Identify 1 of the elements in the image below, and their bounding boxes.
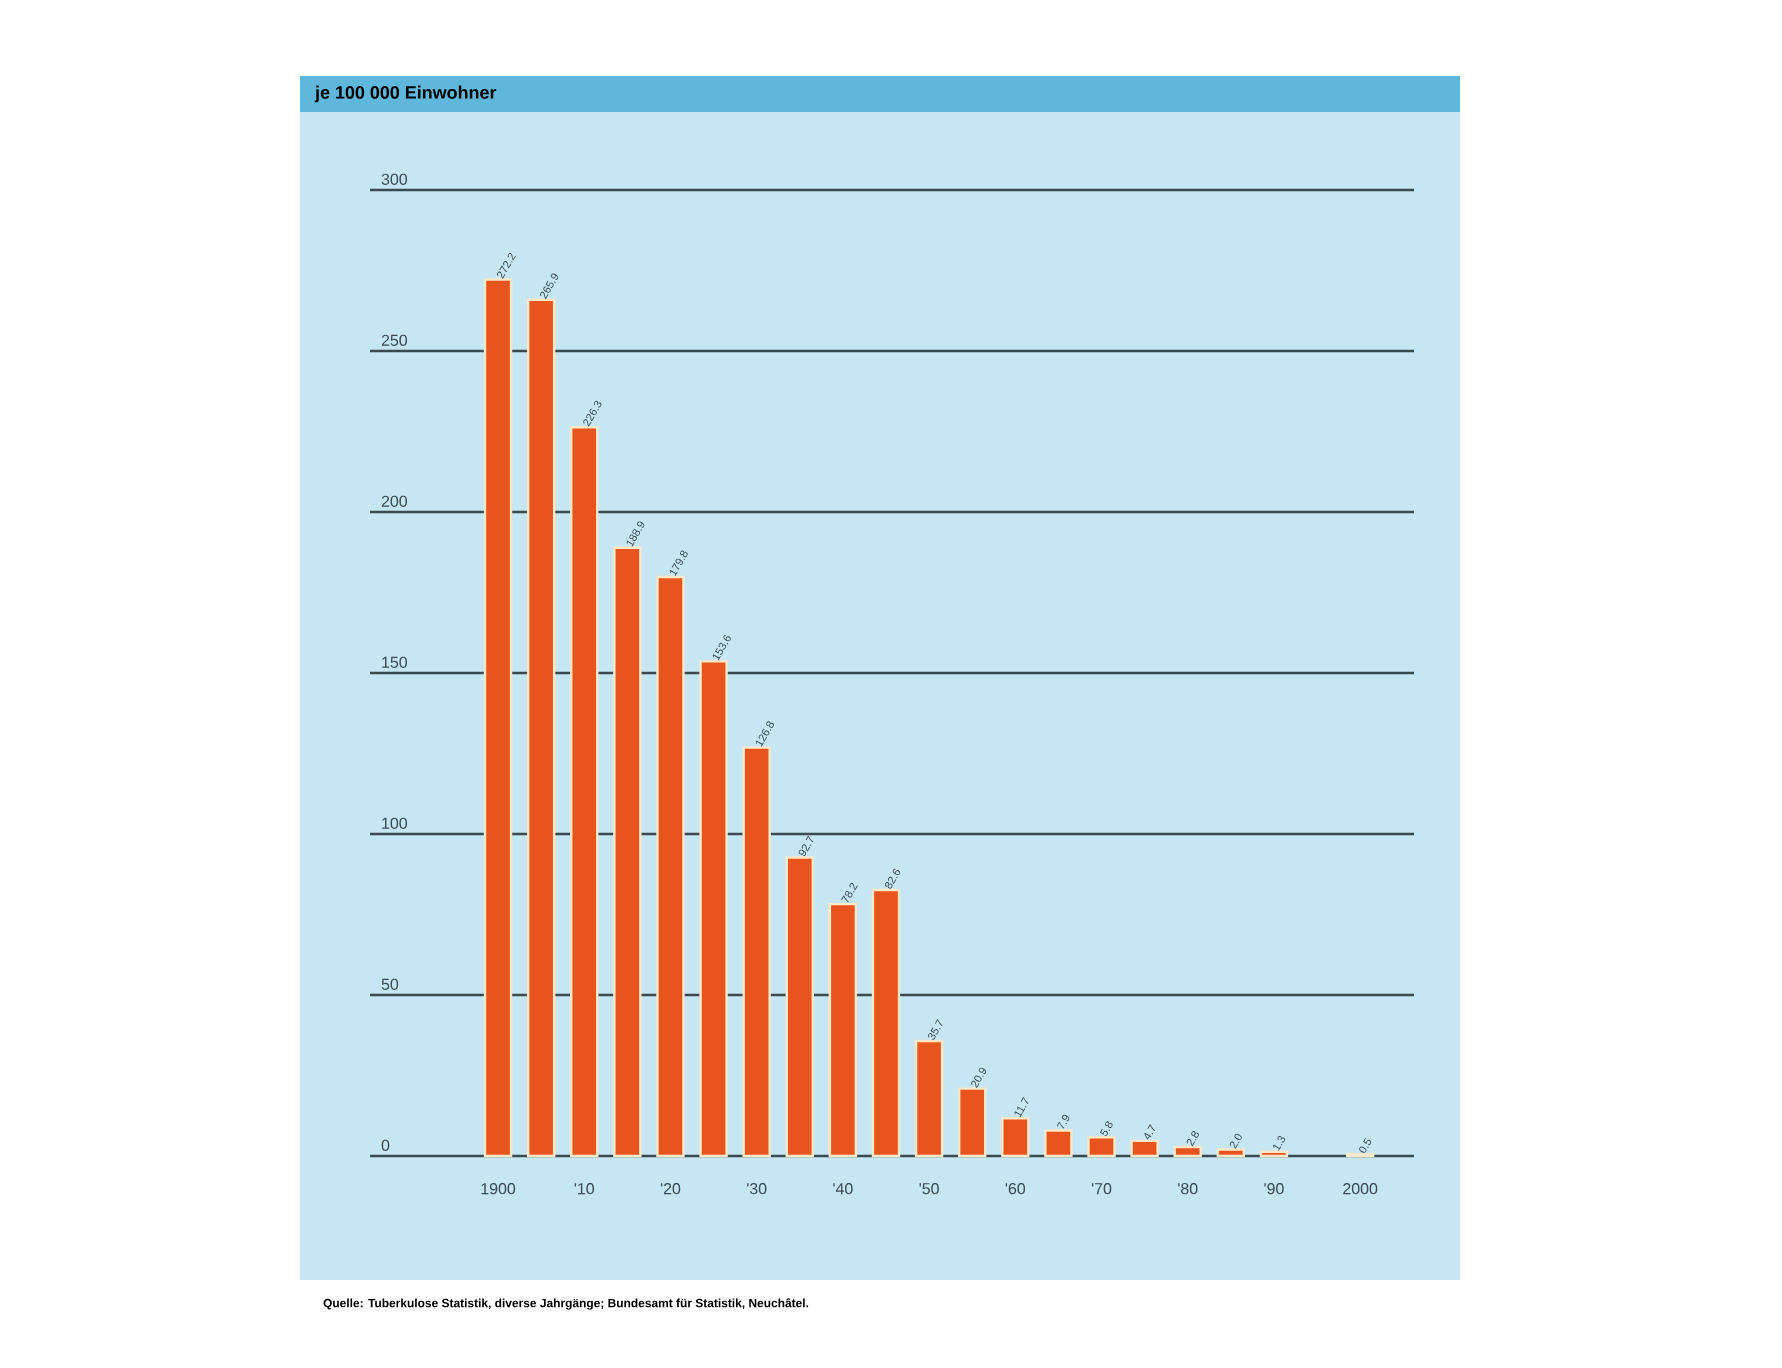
chart-title: je 100 000 Einwohner: [314, 85, 497, 103]
